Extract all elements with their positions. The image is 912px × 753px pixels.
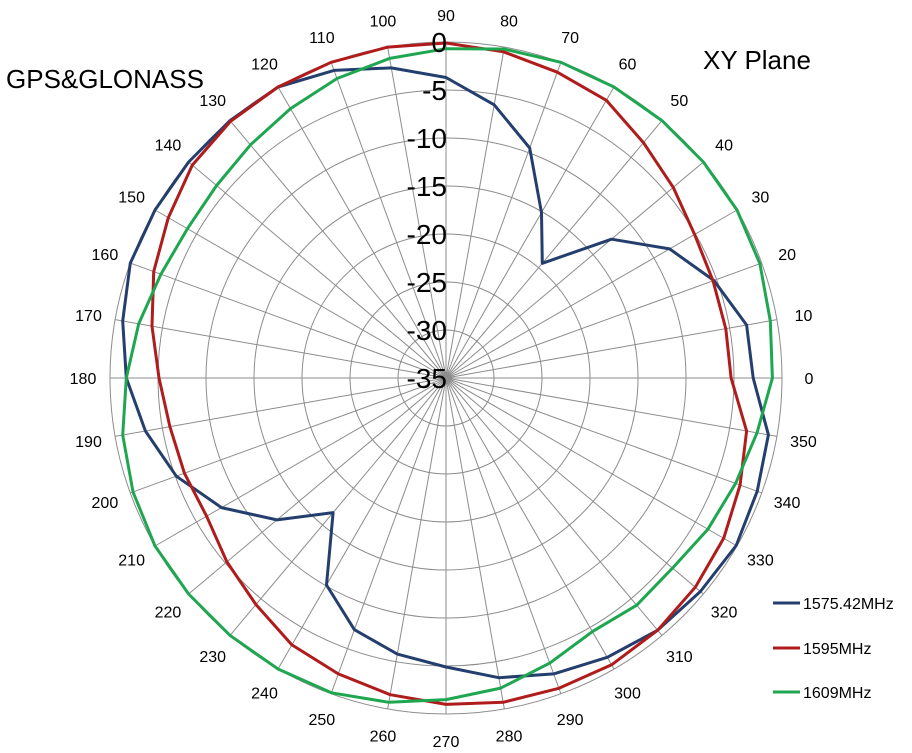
- polar-grid: [109, 41, 783, 715]
- angle-tick-label: 240: [251, 685, 278, 702]
- grid-spoke: [130, 262, 447, 379]
- radial-tick-label: -25: [407, 267, 447, 298]
- chart-title-right: XY Plane: [703, 45, 811, 75]
- radial-tick-label: -35: [407, 363, 447, 394]
- radial-tick-label: -15: [407, 171, 447, 202]
- angle-tick-label: 90: [437, 8, 455, 25]
- angle-tick-label: 180: [70, 371, 97, 388]
- angle-tick-label: 120: [251, 57, 278, 74]
- grid-spoke: [445, 262, 762, 379]
- angle-tick-label: 0: [805, 371, 814, 388]
- angle-tick-label: 140: [155, 138, 182, 155]
- angle-tick-label: 130: [199, 93, 226, 110]
- grid-spoke: [188, 161, 447, 379]
- angle-tick-label: 20: [778, 247, 796, 264]
- angle-tick-label: 160: [92, 247, 119, 264]
- grid-spoke: [387, 47, 447, 379]
- angle-tick-label: 30: [751, 190, 769, 207]
- grid-spoke: [115, 319, 447, 379]
- angle-tick-label: 350: [790, 434, 817, 451]
- legend-label: 1575.42MHz: [803, 596, 894, 613]
- grid-spoke: [277, 377, 447, 670]
- angle-tick-label: 230: [199, 649, 226, 666]
- angle-tick-label: 110: [309, 30, 335, 47]
- grid-spoke: [154, 209, 447, 379]
- angle-tick-label: 290: [557, 712, 584, 729]
- grid-spoke: [445, 377, 777, 437]
- legend: 1575.42MHz 1595MHz 1609MHz: [773, 596, 894, 702]
- grid-spoke: [229, 377, 447, 636]
- radial-tick-label: -5: [422, 75, 447, 106]
- angle-tick-label: 170: [75, 308, 102, 325]
- grid-spoke: [445, 377, 562, 694]
- angle-tick-label: 310: [666, 649, 693, 666]
- angle-tick-label: 50: [670, 93, 688, 110]
- angle-tick-label: 260: [370, 728, 397, 745]
- angle-tick-label: 210: [118, 553, 145, 570]
- angle-tick-label: 340: [774, 495, 801, 512]
- chart-title-left: GPS&GLONASS: [6, 64, 204, 94]
- series-line-1595MHz: [150, 41, 749, 706]
- radial-tick-label: 0: [431, 27, 447, 58]
- angle-tick-label: 300: [614, 685, 641, 702]
- angle-tick-label: 200: [92, 495, 119, 512]
- radial-tick-label: -10: [407, 123, 447, 154]
- angle-tick-label: 70: [561, 30, 579, 47]
- grid-spoke: [277, 86, 447, 379]
- grid-spoke: [445, 209, 738, 379]
- grid-spoke: [445, 377, 505, 709]
- radial-tick-label: -20: [407, 219, 447, 250]
- angle-tick-label: 150: [118, 190, 145, 207]
- grid-spoke: [445, 161, 704, 379]
- grid-spoke: [445, 377, 615, 670]
- grid-spoke: [445, 377, 663, 636]
- angle-tick-label: 60: [619, 57, 637, 74]
- angle-tick-label: 320: [711, 604, 738, 621]
- grid-spoke: [445, 377, 738, 547]
- radial-tick-labels: 0 -5 -10 -15 -20 -25 -30 -35: [407, 27, 447, 394]
- angle-tick-label: 250: [308, 712, 335, 729]
- angle-tick-label: 40: [715, 138, 733, 155]
- grid-spoke: [445, 120, 663, 379]
- grid-spoke: [229, 120, 447, 379]
- angle-tick-label: 100: [370, 14, 397, 31]
- angle-tick-label: 10: [795, 308, 813, 325]
- angle-tick-label: 190: [75, 434, 102, 451]
- grid-spoke: [330, 62, 447, 379]
- grid-spoke: [154, 377, 447, 547]
- grid-spoke: [445, 377, 762, 494]
- grid-spoke: [445, 62, 562, 379]
- angle-tick-labels: 0 10 20 30 40 50 60 70 80 90 100 110 120 130 140 150 160…: [70, 8, 817, 751]
- series-lines: [121, 41, 774, 706]
- legend-label: 1595MHz: [803, 641, 871, 658]
- angle-tick-label: 80: [500, 14, 518, 31]
- angle-tick-label: 330: [747, 553, 774, 570]
- legend-label: 1609MHz: [803, 685, 871, 702]
- grid-spoke: [188, 377, 447, 595]
- series-line-1609MHz: [121, 47, 774, 704]
- radial-tick-label: -30: [407, 315, 447, 346]
- grid-spoke: [445, 377, 704, 595]
- angle-tick-label: 220: [155, 604, 182, 621]
- grid-spoke: [330, 377, 447, 694]
- angle-tick-label: 280: [496, 728, 523, 745]
- grid-spoke: [445, 47, 505, 379]
- grid-spoke: [445, 319, 777, 379]
- angle-tick-label: 270: [433, 734, 460, 751]
- grid-spoke: [130, 377, 447, 494]
- grid-spoke: [445, 86, 615, 379]
